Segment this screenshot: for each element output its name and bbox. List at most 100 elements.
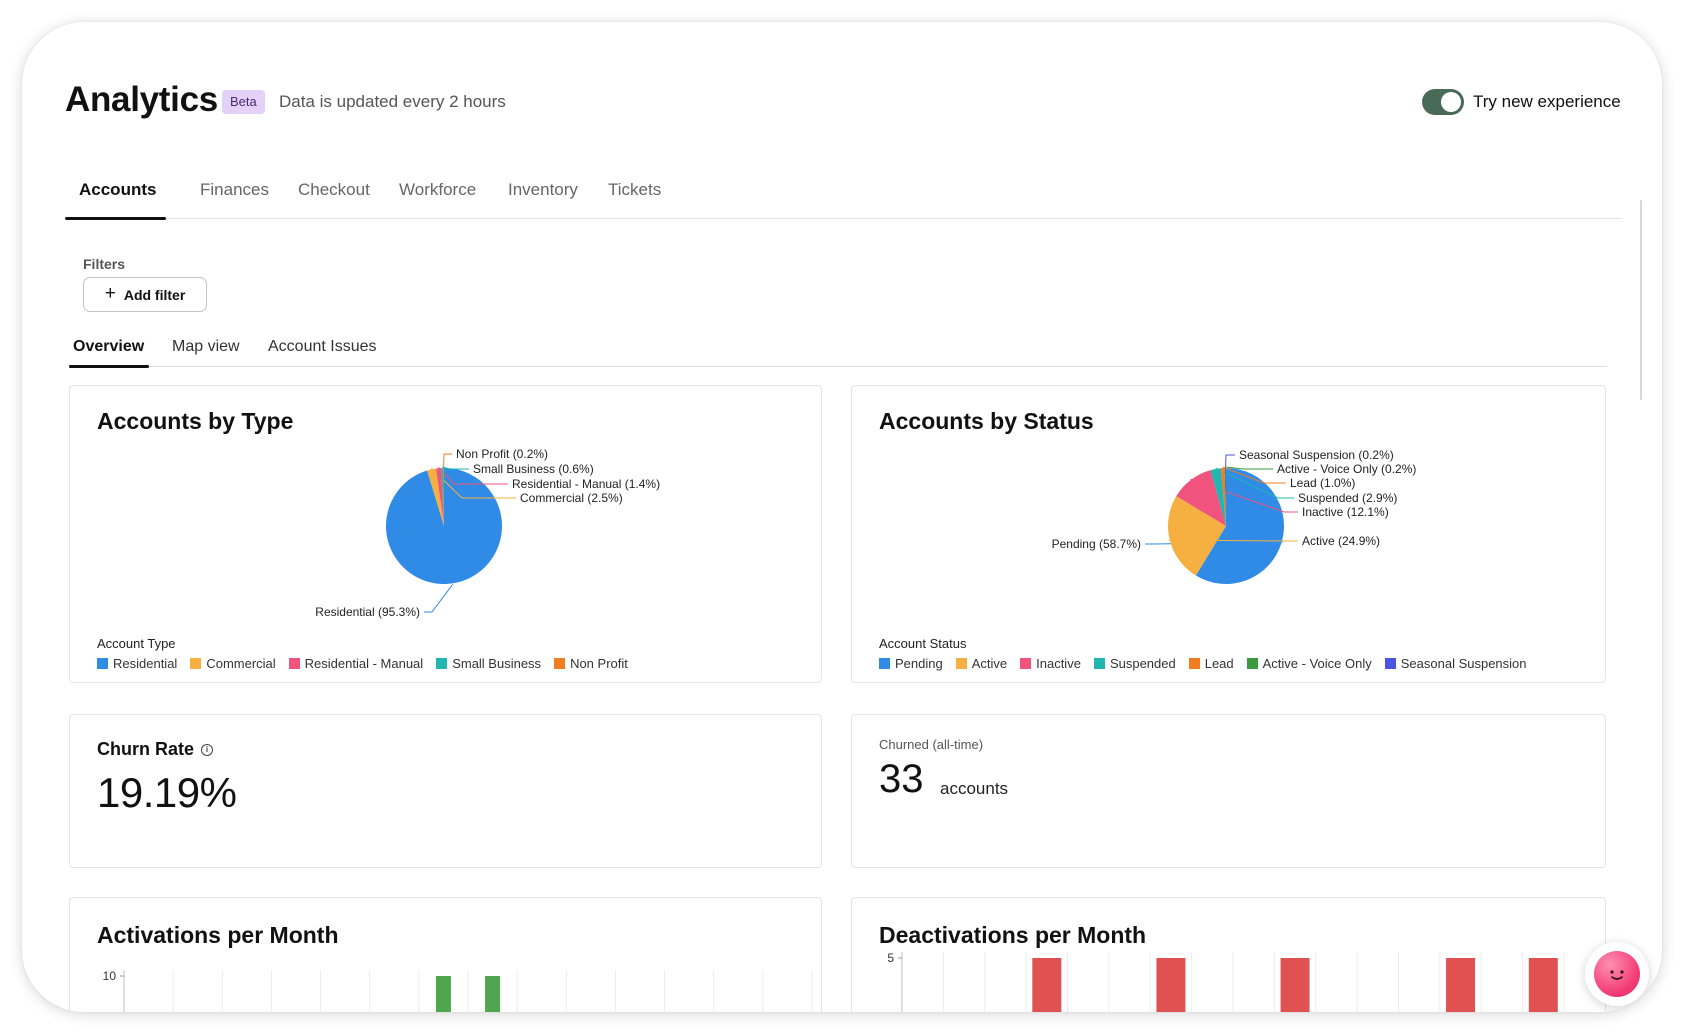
- status-leader-4: [1222, 466, 1286, 484]
- type-slice-2[interactable]: [436, 468, 444, 526]
- type-legend-item-1[interactable]: Commercial: [190, 656, 276, 671]
- account-type-legend: Residential Commercial Residential - Manua…: [97, 656, 628, 671]
- type-legend-item-2[interactable]: Residential - Manual: [288, 656, 424, 671]
- status-legend-swatch-0: [879, 658, 890, 669]
- deactivations-bar-13[interactable]: [1446, 958, 1476, 1012]
- status-legend-label-0: Pending: [895, 656, 943, 671]
- add-filter-button[interactable]: + Add filter: [83, 277, 207, 312]
- new-experience-label: Try new experience: [1473, 92, 1621, 111]
- status-leader-0: [1145, 541, 1283, 545]
- accounts-by-status-title: Accounts by Status: [879, 408, 1094, 434]
- status-slice-2[interactable]: [1176, 470, 1226, 526]
- status-callout-3: Suspended (2.9%): [1298, 491, 1397, 505]
- type-legend-item-0[interactable]: Residential: [97, 656, 177, 671]
- accounts-by-type-pie: Residential (95.3%) Commercial (2.5%)Resi…: [315, 447, 660, 619]
- type-legend-swatch-4: [554, 658, 566, 669]
- status-legend-swatch-6: [1384, 658, 1396, 669]
- status-legend-swatch-5: [1246, 658, 1258, 669]
- type-slice-3[interactable]: [441, 468, 444, 526]
- deactivations-bar-3[interactable]: [1032, 958, 1062, 1012]
- status-legend-label-4: Lead: [1204, 656, 1234, 671]
- activations-title: Activations per Month: [97, 922, 339, 948]
- status-legend-item-6[interactable]: Seasonal Suspension: [1384, 656, 1527, 671]
- churned-label: Churned (all-time): [879, 737, 984, 752]
- new-experience-toggle[interactable]: [1422, 89, 1464, 115]
- type-leader-4: [443, 453, 452, 468]
- status-callout-0: Pending (58.7%): [1052, 537, 1141, 551]
- type-callout-4: Non Profit (0.2%): [456, 447, 548, 461]
- type-callout-0: Residential (95.3%): [315, 605, 420, 619]
- type-legend-swatch-0: [97, 658, 108, 669]
- tab-tickets[interactable]: Tickets: [608, 180, 662, 199]
- accounts-by-status-pie: Pending (58.7%) Active (24.9%) Inactive (1…: [1052, 448, 1416, 584]
- smiley-chat-icon: [1594, 951, 1640, 997]
- status-callout-4: Lead (1.0%): [1290, 476, 1355, 490]
- activations-card: Activations per Month 10: [69, 897, 822, 1012]
- deactivations-bar-chart: 5: [887, 951, 1565, 1012]
- plus-icon: +: [104, 283, 116, 304]
- tab-accounts[interactable]: Accounts: [79, 180, 157, 199]
- status-slice-1[interactable]: [1168, 496, 1226, 576]
- status-slice-5[interactable]: [1224, 468, 1226, 526]
- status-slice-4[interactable]: [1220, 468, 1226, 526]
- status-legend-swatch-1: [955, 658, 967, 669]
- status-legend-item-0[interactable]: Pending: [879, 656, 943, 671]
- type-slice-1[interactable]: [427, 468, 444, 526]
- status-callout-1: Active (24.9%): [1302, 534, 1380, 548]
- status-slice-3[interactable]: [1210, 468, 1226, 526]
- type-callout-3: Small Business (0.6%): [473, 462, 594, 476]
- status-legend-swatch-4: [1188, 658, 1200, 669]
- tab-checkout[interactable]: Checkout: [298, 180, 370, 199]
- churned-card: Churned (all-time) 33 accounts: [851, 714, 1606, 868]
- page-title: Analytics: [65, 80, 218, 119]
- subtab-overview[interactable]: Overview: [73, 338, 145, 355]
- status-callout-2: Inactive (12.1%): [1302, 505, 1389, 519]
- status-legend-label-3: Suspended: [1109, 656, 1176, 671]
- type-legend-label-1: Commercial: [206, 656, 276, 671]
- type-legend-item-4[interactable]: Non Profit: [554, 656, 628, 671]
- type-legend-label-2: Residential - Manual: [304, 656, 424, 671]
- status-legend-item-1[interactable]: Active: [955, 656, 1008, 671]
- tab-finances[interactable]: Finances: [200, 180, 269, 199]
- deactivations-ytick-label: 5: [887, 951, 894, 965]
- type-legend-label-3: Small Business: [452, 656, 542, 671]
- status-leader-5: [1224, 466, 1273, 470]
- active-tab-indicator: [65, 217, 166, 220]
- subtab-account-issues[interactable]: Account Issues: [268, 338, 377, 355]
- activations-bar-6[interactable]: [435, 976, 451, 1012]
- churned-value: 33: [879, 757, 924, 801]
- sub-tabs: Overview Map view Account Issues: [69, 332, 1607, 368]
- account-status-legend: Pending Active Inactive Suspended Lead Active…: [879, 656, 1527, 671]
- type-legend-swatch-1: [190, 658, 202, 669]
- tab-inventory[interactable]: Inventory: [508, 180, 578, 199]
- type-legend-swatch-2: [288, 658, 300, 669]
- activations-ytick-label: 10: [103, 969, 117, 983]
- deactivations-bar-15[interactable]: [1528, 958, 1558, 1012]
- deactivations-bar-6[interactable]: [1156, 958, 1186, 1012]
- status-legend-label-2: Inactive: [1036, 656, 1081, 671]
- chat-launcher-button[interactable]: [1585, 942, 1649, 1006]
- subtab-map-view[interactable]: Map view: [172, 338, 240, 355]
- type-callout-2: Residential - Manual (1.4%): [512, 477, 660, 491]
- status-legend-item-2[interactable]: Inactive: [1020, 656, 1081, 671]
- status-slice-6[interactable]: [1225, 468, 1226, 526]
- type-legend-item-3[interactable]: Small Business: [436, 656, 541, 671]
- deactivations-bar-9[interactable]: [1280, 958, 1310, 1012]
- churn-rate-card: Churn Rate i 19.19%: [69, 714, 822, 868]
- deactivations-card: Deactivations per Month 5: [851, 897, 1606, 1012]
- activations-bar-7[interactable]: [485, 976, 501, 1012]
- accounts-by-type-card: Accounts by Type Residential (95.3%) Comm…: [69, 385, 822, 683]
- status-legend-item-3[interactable]: Suspended: [1093, 656, 1176, 671]
- type-slice-4[interactable]: [443, 468, 444, 526]
- accounts-by-type-title: Accounts by Type: [97, 408, 294, 434]
- status-legend-label-6: Seasonal Suspension: [1400, 656, 1527, 671]
- toggle-knob: [1441, 92, 1461, 112]
- status-legend-item-5[interactable]: Active - Voice Only: [1246, 656, 1372, 671]
- info-icon[interactable]: i: [201, 743, 214, 756]
- status-legend-label-1: Active: [971, 656, 1008, 671]
- status-legend-item-4[interactable]: Lead: [1188, 656, 1234, 671]
- tab-workforce[interactable]: Workforce: [399, 180, 477, 199]
- type-leader-0: [424, 584, 454, 613]
- status-slice-0[interactable]: [1195, 468, 1284, 584]
- scrollbar[interactable]: [1640, 200, 1642, 400]
